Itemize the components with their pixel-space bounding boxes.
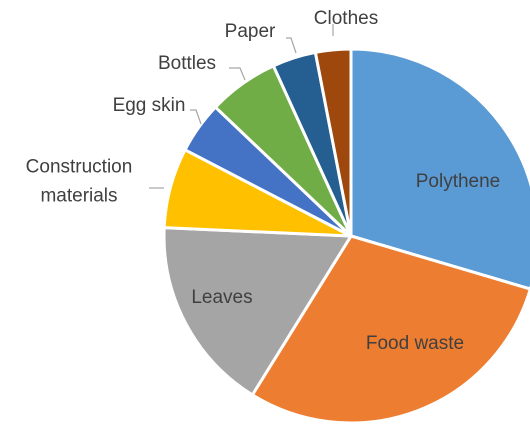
slice-label-construction-materials-line-1: Construction: [26, 157, 133, 178]
leader-line-egg-skin: [190, 109, 202, 125]
leader-lines: [149, 24, 334, 189]
slice-label-clothes: Clothes: [314, 8, 378, 29]
slice-label-construction-materials-line-2: materials: [40, 186, 117, 207]
leader-line-paper: [286, 37, 297, 54]
pie-slice-leaves: [162, 226, 353, 397]
pie-slice-clothes: [313, 47, 353, 238]
slice-label-paper: Paper: [225, 21, 276, 42]
leader-line-bottles: [229, 67, 246, 81]
pie-slices: [162, 47, 530, 425]
slice-label-egg-skin: Egg skin: [113, 95, 186, 116]
slice-label-bottles: Bottles: [158, 53, 216, 74]
pie-slice-food-waste: [250, 234, 530, 425]
pie-slice-polythene: [349, 47, 530, 291]
slice-label-polythene: Polythene: [416, 171, 501, 192]
slice-label-leaves: Leaves: [191, 287, 252, 308]
slice-labels: Polythene Food waste Leaves Construction mat…: [26, 8, 501, 354]
slice-label-food-waste: Food waste: [366, 333, 464, 354]
